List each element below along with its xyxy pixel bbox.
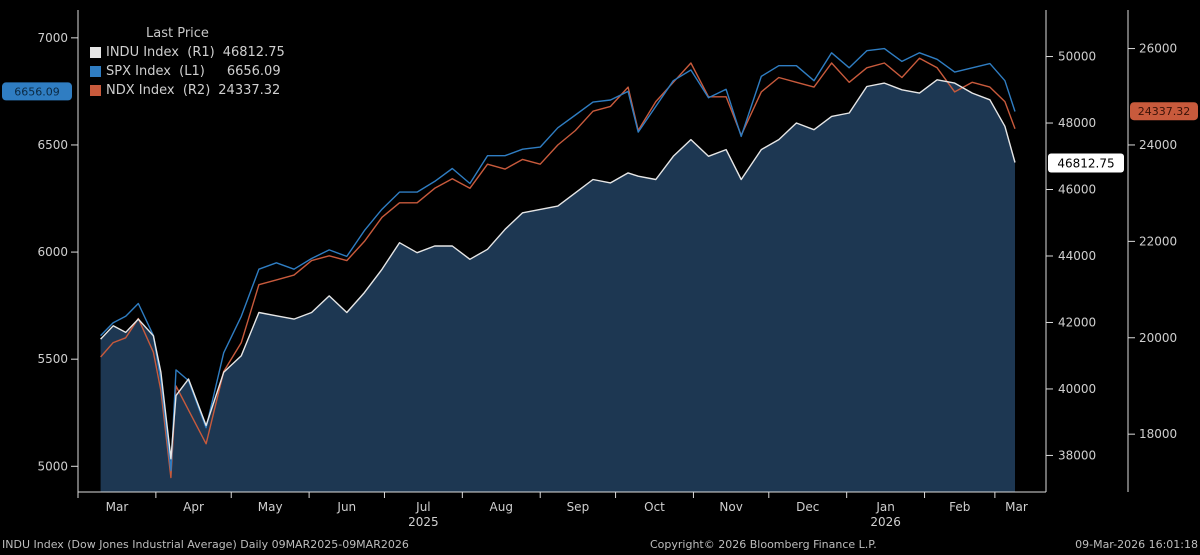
- spx-last-price-value: 6656.09: [14, 85, 60, 98]
- right1-tick-label: 42000: [1058, 315, 1096, 329]
- left-tick-label: 7000: [37, 31, 68, 45]
- x-tick-label: Dec: [796, 500, 819, 514]
- right2-tick-label: 20000: [1139, 331, 1177, 345]
- x-tick-label: Feb: [949, 500, 970, 514]
- series-line-indu: [100, 79, 1016, 460]
- left-tick-label: 5500: [37, 352, 68, 366]
- legend-value-spx: 6656.09: [226, 64, 281, 79]
- spx-last-price-tag: [2, 82, 72, 101]
- right1-tick-label: 50000: [1058, 50, 1096, 64]
- legend-swatch-indu: [90, 47, 101, 58]
- x-year-label: 2026: [870, 515, 901, 529]
- x-tick-label: Oct: [644, 500, 665, 514]
- legend-value-ndx: 24337.32: [218, 83, 281, 98]
- x-tick-label: May: [258, 500, 283, 514]
- right1-tick-label: 44000: [1058, 249, 1096, 263]
- series-line-spx: [100, 47, 1016, 472]
- legend-label-spx: SPX Index (L1): [106, 64, 205, 79]
- right2-tick-label: 24000: [1139, 138, 1177, 152]
- legend-label-indu: INDU Index (R1): [106, 45, 215, 60]
- footer-copyright: Copyright© 2026 Bloomberg Finance L.P.: [650, 538, 877, 551]
- ndx-last-price-tag: [1130, 102, 1198, 121]
- right2-tick-label: 18000: [1139, 427, 1177, 441]
- ndx-last-price-value: 24337.32: [1138, 105, 1191, 118]
- x-tick-label: Jun: [336, 500, 356, 514]
- right1-tick-label: 46000: [1058, 183, 1096, 197]
- x-tick-label: Mar: [106, 500, 129, 514]
- x-year-label: 2025: [408, 515, 439, 529]
- footer-timestamp: 09-Mar-2026 16:01:18: [1075, 538, 1198, 551]
- x-tick-label: Apr: [183, 500, 204, 514]
- left-tick-label: 6000: [37, 245, 68, 259]
- legend-row-spx: SPX Index (L1) 6656.09: [90, 62, 285, 81]
- legend-swatch-ndx: [90, 85, 101, 96]
- x-tick-label: Jul: [415, 500, 430, 514]
- legend-row-indu: INDU Index (R1) 46812.75: [90, 43, 285, 62]
- x-tick-label: Mar: [1005, 500, 1028, 514]
- x-tick-label: Jan: [875, 500, 895, 514]
- indu-last-price-value: 46812.75: [1057, 156, 1114, 170]
- left-tick-label: 6500: [37, 138, 68, 152]
- left-tick-label: 5000: [37, 459, 68, 473]
- legend-title: Last Price: [146, 26, 209, 41]
- x-tick-label: Aug: [490, 500, 513, 514]
- footer-description: INDU Index (Dow Jones Industrial Average…: [2, 538, 409, 551]
- right2-tick-label: 26000: [1139, 42, 1177, 56]
- legend-label-ndx: NDX Index (R2): [106, 83, 211, 98]
- series-line-ndx: [100, 57, 1016, 479]
- indu-last-price-tag: [1048, 153, 1124, 173]
- legend-swatch-spx: [90, 66, 101, 77]
- right1-tick-label: 48000: [1058, 116, 1096, 130]
- legend: Last Price INDU Index (R1) 46812.75 SPX …: [90, 24, 285, 100]
- legend-value-indu: 46812.75: [222, 45, 285, 60]
- legend-row-ndx: NDX Index (R2) 24337.32: [90, 81, 285, 100]
- right1-tick-label: 38000: [1058, 448, 1096, 462]
- indu-area-fill: [100, 79, 1016, 493]
- x-tick-label: Nov: [719, 500, 742, 514]
- right1-tick-label: 40000: [1058, 382, 1096, 396]
- right2-tick-label: 22000: [1139, 234, 1177, 248]
- x-tick-label: Sep: [567, 500, 590, 514]
